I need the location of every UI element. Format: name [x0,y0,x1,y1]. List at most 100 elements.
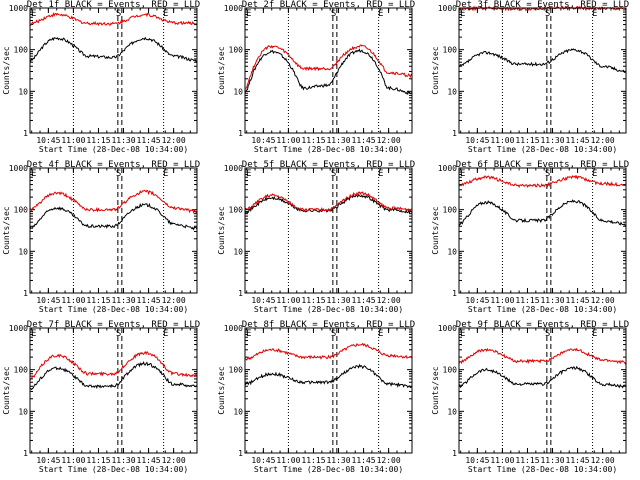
x-tick-label: 10:45 [36,136,60,145]
series-line-events [244,193,413,214]
marker-label-e-left: E [460,9,465,19]
y-tick-label: 1 [452,289,457,298]
x-tick-label: 10:45 [465,136,489,145]
x-axis-label: Start Time (28-Dec-08 10:34:00) [468,305,617,314]
y-tick-label: 1 [23,289,28,298]
x-tick-label: 11:00 [61,136,85,145]
y-tick-label: 10 [447,87,457,96]
y-tick-label: 1000 [9,324,28,333]
series-line-events [244,363,413,389]
marker-label-s: S [331,9,336,19]
series-line-events [458,365,627,389]
marker-label-e-right: E [592,329,597,339]
x-tick-label: 11:30 [326,296,350,305]
x-tick-label: 11:30 [111,296,135,305]
chart-title: Det 6f BLACK = Events, RED = LLD [456,160,629,170]
x-tick-label: 11:15 [301,296,325,305]
marker-label-s: S [116,9,121,19]
x-tick-label: 11:15 [515,136,539,145]
y-tick-label: 1 [452,129,457,138]
x-axis-label: Start Time (28-Dec-08 10:34:00) [39,305,188,314]
marker-label-e-right: E [163,329,168,339]
y-tick-label: 1000 [9,164,28,173]
x-tick-label: 12:00 [377,296,401,305]
series-line-lld [244,44,413,90]
y-tick-label: 100 [443,206,458,215]
y-axis-label: Counts/sec [2,366,11,414]
marker-label-e-left: E [460,329,465,339]
chart-panel-5: Det 5f BLACK = Events, RED = LLD 1 10 100 10… [217,160,415,314]
x-tick-label: 12:00 [162,456,186,465]
series-line-events [29,202,198,231]
y-axis-label: Counts/sec [431,366,440,414]
plot-frame [458,327,627,454]
plot-frame [458,167,627,294]
marker-label-e-right: E [592,169,597,179]
x-axis-label: Start Time (28-Dec-08 10:34:00) [468,465,617,474]
x-axis-label: Start Time (28-Dec-08 10:34:00) [254,305,403,314]
chart-title: Det 4f BLACK = Events, RED = LLD [27,160,200,170]
chart-title: Det 2f BLACK = Events, RED = LLD [242,0,415,10]
plot-frame [29,327,198,454]
x-tick-label: 11:45 [352,296,376,305]
plot-frame [244,167,413,294]
chart-title: Det 7f BLACK = Events, RED = LLD [27,320,200,330]
y-tick-label: 1 [452,449,457,458]
plot-frame [244,7,413,134]
marker-label-e-left: E [31,329,36,339]
x-tick-label: 12:00 [591,136,615,145]
chart-panel-9: Det 9f BLACK = Events, RED = LLD 1 10 100 10… [431,320,629,474]
x-tick-label: 11:15 [86,456,110,465]
marker-label-s: S [545,169,550,179]
x-axis-label: Start Time (28-Dec-08 10:34:00) [468,145,617,154]
x-tick-label: 11:15 [301,136,325,145]
x-tick-label: 11:30 [540,456,564,465]
marker-label-e-right: E [163,169,168,179]
series-line-events [244,48,413,96]
x-tick-label: 12:00 [162,296,186,305]
y-tick-label: 1 [238,129,243,138]
marker-label-s: S [331,169,336,179]
marker-label-e-right: E [163,9,168,19]
x-tick-label: 12:00 [591,456,615,465]
y-tick-label: 100 [14,206,29,215]
marker-label-e-left: E [31,169,36,179]
marker-label-s: S [545,9,550,19]
x-tick-label: 11:30 [326,456,350,465]
chart-panel-6: Det 6f BLACK = Events, RED = LLD 1 10 100 10… [431,160,629,314]
chart-title: Det 8f BLACK = Events, RED = LLD [242,320,415,330]
y-tick-label: 10 [447,247,457,256]
y-tick-label: 1 [238,449,243,458]
x-tick-label: 11:30 [111,136,135,145]
plot-frame [29,167,198,294]
y-tick-label: 1000 [438,4,457,13]
x-tick-label: 11:15 [301,456,325,465]
series-line-events [458,199,627,227]
x-tick-label: 11:45 [137,296,161,305]
marker-label-s: S [116,329,121,339]
y-tick-label: 100 [14,366,29,375]
y-axis-label: Counts/sec [2,46,11,94]
marker-label-e-right: E [378,329,383,339]
marker-label-e-right: E [592,9,597,19]
x-tick-label: 10:45 [465,296,489,305]
y-tick-label: 1000 [224,164,243,173]
y-tick-label: 10 [233,87,243,96]
series-line-lld [29,350,198,381]
y-tick-label: 10 [18,87,28,96]
x-tick-label: 11:30 [540,136,564,145]
chart-panel-7: Det 7f BLACK = Events, RED = LLD 1 10 100 10… [2,320,200,474]
series-line-lld [244,342,413,361]
y-tick-label: 10 [447,407,457,416]
x-tick-label: 11:45 [352,136,376,145]
chart-panel-4: Det 4f BLACK = Events, RED = LLD 1 10 100 10… [2,160,200,314]
y-tick-label: 1 [23,129,28,138]
x-tick-label: 11:30 [326,136,350,145]
y-tick-label: 10 [233,247,243,256]
x-tick-label: 10:45 [251,136,275,145]
x-tick-label: 10:45 [465,456,489,465]
y-tick-label: 100 [229,366,244,375]
y-tick-label: 100 [229,206,244,215]
x-tick-label: 11:15 [86,296,110,305]
